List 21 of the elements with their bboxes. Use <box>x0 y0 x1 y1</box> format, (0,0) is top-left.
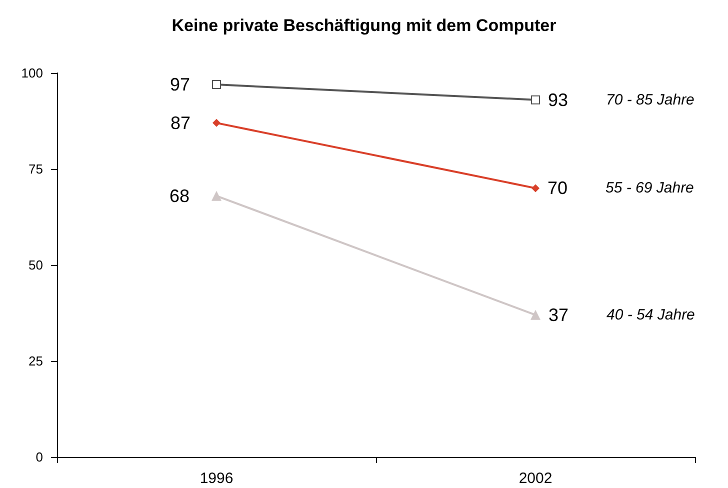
x-tick-label: 1996 <box>200 470 234 487</box>
y-tick-label: 100 <box>21 66 43 80</box>
data-label: 70 <box>548 178 568 198</box>
point <box>212 80 221 90</box>
text: 40 - 54 Jahre <box>606 306 695 324</box>
y-tick-label: 25 <box>28 354 43 368</box>
text: 55 - 69 Jahre <box>606 180 694 197</box>
data-label: 37 <box>548 304 569 325</box>
x-tick-label: 2002 <box>518 470 552 487</box>
y-tick-label: 50 <box>28 258 43 272</box>
data-label: 97 <box>170 74 190 95</box>
chart-title: Keine private Beschäftigung mit dem Computer <box>172 16 557 35</box>
point <box>212 118 220 127</box>
data-label: 93 <box>548 90 568 110</box>
y-tick-label: 0 <box>36 450 43 464</box>
point <box>532 184 540 192</box>
data-label: 68 <box>169 186 190 206</box>
text: 70 - 85 Jahre <box>606 91 694 108</box>
point <box>531 95 540 104</box>
data-label: 87 <box>170 112 190 133</box>
y-tick-label: 75 <box>28 162 43 176</box>
